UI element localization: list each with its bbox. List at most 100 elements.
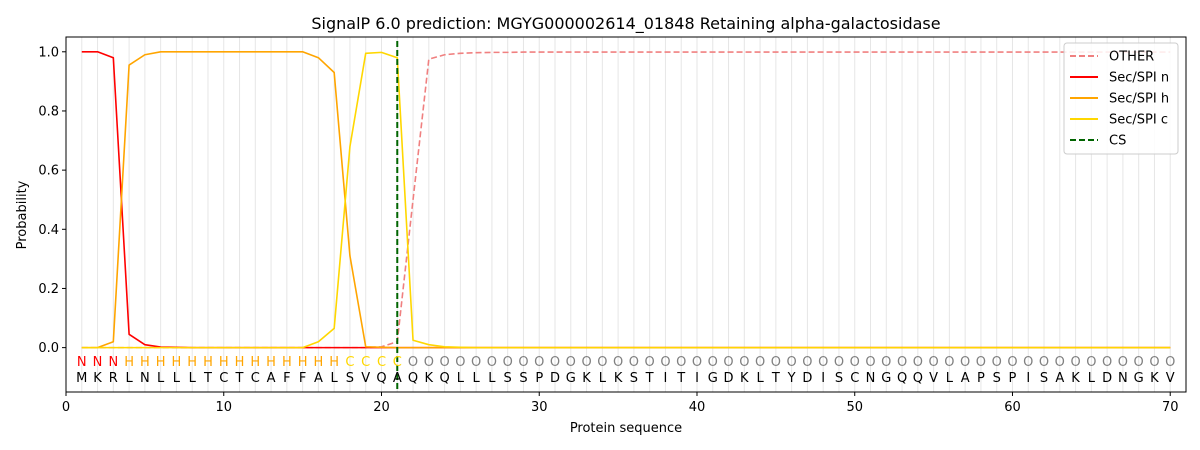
residue-label: S [504,371,512,386]
x-tick-label: 50 [846,400,863,415]
region-label: O [439,355,449,370]
residue-label: M [76,371,87,386]
residue-label: C [251,371,260,386]
residue-label: S [993,371,1001,386]
vertical-grid [81,37,1171,392]
residue-label: K [93,371,102,386]
residue-label: K [740,371,749,386]
residue-label: K [614,371,623,386]
residue-label: L [1088,371,1096,386]
region-label: O [424,355,434,370]
y-tick-label: 0.2 [38,282,59,297]
residue-label: A [314,371,323,386]
region-label: O [850,355,860,370]
region-label: H [219,355,229,370]
residue-label: V [929,371,938,386]
residue-label: S [630,371,638,386]
residue-label: T [203,371,212,386]
residue-label: V [1166,371,1175,386]
region-label: H [329,355,339,370]
residue-label: K [1071,371,1080,386]
plot-frame [65,36,1187,393]
residue-label: K [1150,371,1159,386]
region-label: O [1118,355,1128,370]
residue-label: Q [408,371,418,386]
residue-label: L [125,371,133,386]
residue-label: S [1040,371,1048,386]
residue-label: L [457,371,465,386]
region-label: O [550,355,560,370]
y-axis-ticks: 0.0 0.2 0.4 0.6 0.8 1.0 [38,45,66,356]
legend-box [1063,42,1179,155]
x-tick-label: 30 [531,400,548,415]
y-tick-label: 0.6 [38,164,59,179]
region-label: O [581,355,591,370]
region-label: O [692,355,702,370]
residue-label: L [157,371,165,386]
region-label: O [818,355,828,370]
residue-label: T [235,371,244,386]
legend-label: Sec/SPI h [1109,92,1169,107]
legend-label: Sec/SPI n [1109,71,1169,86]
region-label: O [787,355,797,370]
y-axis-label: Probability [15,180,30,249]
residue-label: S [519,371,527,386]
region-label: O [408,355,418,370]
region-label: O [1086,355,1096,370]
residue-label: G [1134,371,1144,386]
region-label: O [834,355,844,370]
y-tick-label: 0.8 [38,104,59,119]
region-label: O [928,355,938,370]
region-label: O [913,355,923,370]
region-label: O [455,355,465,370]
region-label: O [629,355,639,370]
region-label: O [739,355,749,370]
legend-label: CS [1109,134,1126,149]
residue-label: Q [897,371,907,386]
region-label: O [1055,355,1065,370]
x-axis-ticks: 0 10 20 30 40 50 60 70 [62,392,1179,415]
region-label: O [1102,355,1112,370]
region-label: O [676,355,686,370]
series-line-sec-spi-c [81,51,1171,349]
region-label: O [1023,355,1033,370]
residue-label: F [299,371,306,386]
residue-label: L [946,371,954,386]
region-label: C [361,355,370,370]
region-label: O [723,355,733,370]
x-tick-label: 20 [373,400,390,415]
residue-label: F [283,371,290,386]
residue-label: D [724,371,734,386]
legend-label: Sec/SPI c [1109,113,1168,128]
x-tick-label: 40 [689,400,706,415]
residue-label: T [771,371,780,386]
region-label: O [944,355,954,370]
x-tick-label: 70 [1162,400,1179,415]
region-label: O [992,355,1002,370]
region-label: O [613,355,623,370]
region-label: O [865,355,875,370]
region-label: O [660,355,670,370]
residue-label: R [109,371,118,386]
residue-label: D [550,371,560,386]
region-label: O [487,355,497,370]
residue-label: Q [376,371,386,386]
region-label: O [960,355,970,370]
residue-label: S [346,371,354,386]
residue-label: G [566,371,576,386]
region-label: O [881,355,891,370]
residue-label: V [361,371,370,386]
residue-label: D [1102,371,1112,386]
region-label: O [518,355,528,370]
residue-label: I [1026,371,1030,386]
x-tick-label: 0 [62,400,70,415]
residue-label: P [977,371,985,386]
region-label: O [897,355,907,370]
region-label: N [108,355,118,370]
region-label: O [1149,355,1159,370]
region-label: O [566,355,576,370]
region-label: H [282,355,292,370]
region-label: H [156,355,166,370]
x-tick-label: 60 [1004,400,1021,415]
